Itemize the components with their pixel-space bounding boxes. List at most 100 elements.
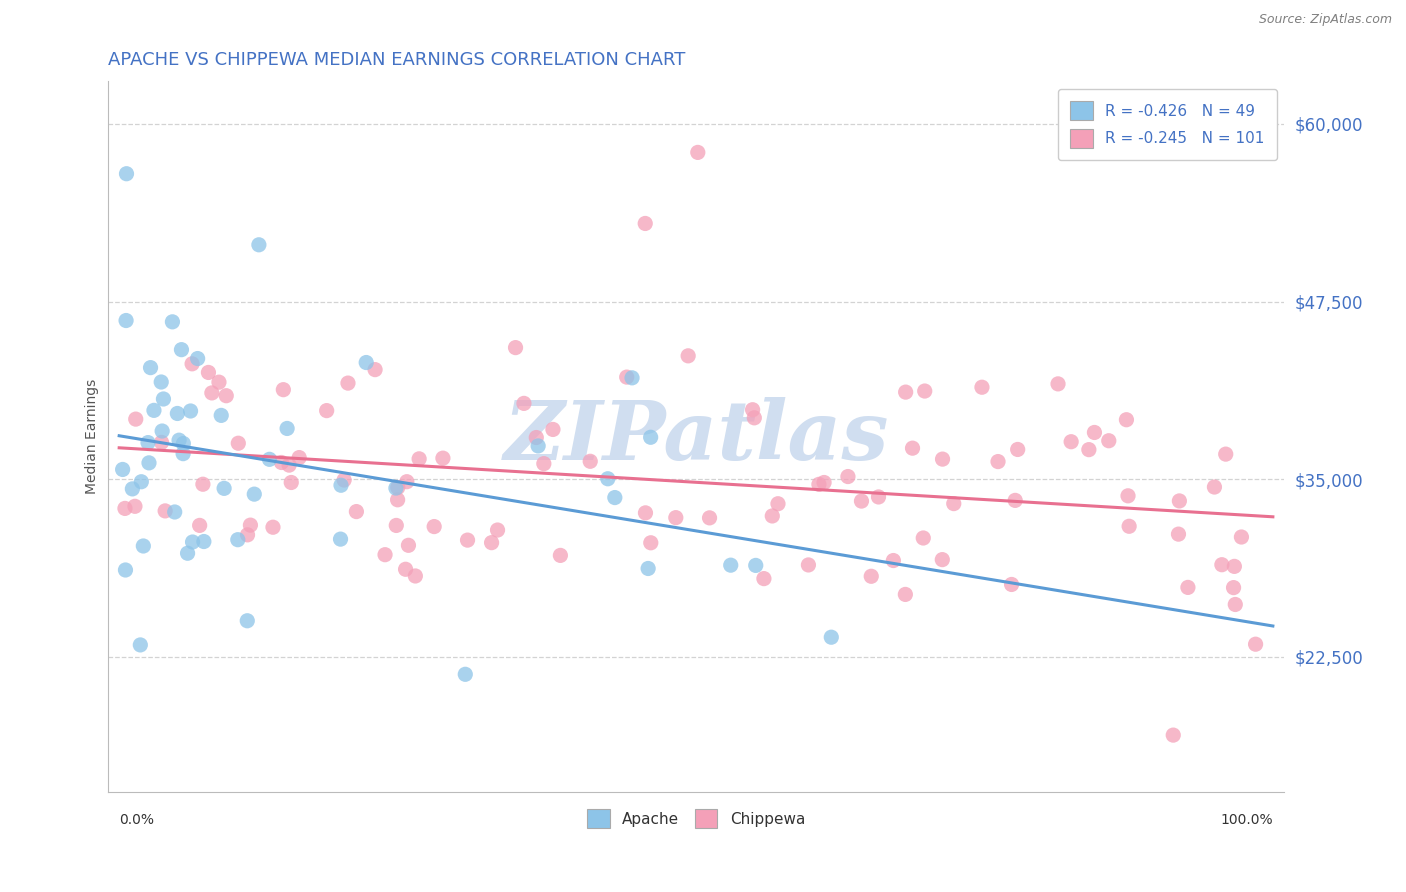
Point: [139, 360, 162, 375]
Point: [385, 481, 408, 495]
Point: [541, 422, 564, 436]
Point: [1230, 530, 1253, 544]
Point: [851, 494, 873, 508]
Point: [153, 504, 176, 518]
Point: [408, 451, 430, 466]
Point: [1211, 558, 1233, 572]
Point: [330, 478, 353, 492]
Point: [111, 462, 134, 476]
Point: [640, 536, 662, 550]
Point: [315, 403, 337, 417]
Point: [1167, 527, 1189, 541]
Point: [247, 237, 270, 252]
Point: [1223, 559, 1246, 574]
Point: [385, 518, 408, 533]
Point: [121, 482, 143, 496]
Point: [1161, 728, 1184, 742]
Point: [387, 492, 409, 507]
Point: [637, 561, 659, 575]
Y-axis label: Median Earnings: Median Earnings: [86, 379, 100, 494]
Point: [354, 355, 377, 369]
Point: [239, 518, 262, 533]
Point: [187, 351, 209, 366]
Point: [336, 376, 359, 390]
Point: [1000, 577, 1022, 591]
Point: [150, 375, 173, 389]
Point: [616, 370, 638, 384]
Point: [172, 447, 194, 461]
Point: [259, 452, 281, 467]
Point: [114, 563, 136, 577]
Point: [454, 667, 477, 681]
Text: 100.0%: 100.0%: [1220, 814, 1272, 827]
Point: [142, 403, 165, 417]
Point: [868, 490, 890, 504]
Point: [236, 528, 259, 542]
Point: [197, 366, 219, 380]
Point: [1083, 425, 1105, 440]
Point: [1168, 494, 1191, 508]
Point: [914, 384, 936, 398]
Point: [912, 531, 935, 545]
Point: [1047, 376, 1070, 391]
Point: [394, 562, 416, 576]
Point: [114, 501, 136, 516]
Point: [1116, 489, 1139, 503]
Point: [699, 511, 721, 525]
Point: [931, 552, 953, 566]
Point: [125, 412, 148, 426]
Point: [1077, 442, 1099, 457]
Point: [276, 421, 298, 435]
Point: [166, 407, 188, 421]
Point: [837, 469, 859, 483]
Point: [524, 431, 547, 445]
Point: [209, 409, 232, 423]
Point: [344, 505, 367, 519]
Point: [329, 532, 352, 546]
Point: [970, 380, 993, 394]
Point: [807, 477, 830, 491]
Point: [162, 315, 184, 329]
Point: [208, 375, 231, 389]
Point: [797, 558, 820, 572]
Point: [170, 343, 193, 357]
Point: [481, 535, 503, 549]
Point: [163, 505, 186, 519]
Text: Source: ZipAtlas.com: Source: ZipAtlas.com: [1258, 13, 1392, 27]
Point: [150, 435, 173, 450]
Point: [333, 473, 356, 487]
Point: [226, 533, 249, 547]
Point: [1225, 598, 1247, 612]
Point: [1060, 434, 1083, 449]
Point: [188, 518, 211, 533]
Text: 0.0%: 0.0%: [120, 814, 155, 827]
Point: [1177, 581, 1199, 595]
Point: [131, 475, 153, 489]
Legend: Apache, Chippewa: Apache, Chippewa: [581, 803, 811, 834]
Point: [129, 638, 152, 652]
Point: [201, 385, 224, 400]
Point: [136, 435, 159, 450]
Point: [745, 558, 768, 573]
Point: [761, 508, 783, 523]
Point: [172, 436, 194, 450]
Point: [132, 539, 155, 553]
Point: [124, 500, 146, 514]
Point: [860, 569, 883, 583]
Point: [1222, 581, 1244, 595]
Point: [150, 424, 173, 438]
Point: [1007, 442, 1029, 457]
Point: [193, 534, 215, 549]
Point: [931, 452, 953, 467]
Point: [596, 472, 619, 486]
Point: [1244, 637, 1267, 651]
Point: [115, 313, 138, 327]
Point: [820, 630, 842, 644]
Point: [1098, 434, 1121, 448]
Point: [364, 362, 387, 376]
Point: [180, 404, 202, 418]
Point: [1115, 413, 1137, 427]
Point: [215, 389, 238, 403]
Point: [752, 572, 775, 586]
Point: [533, 457, 555, 471]
